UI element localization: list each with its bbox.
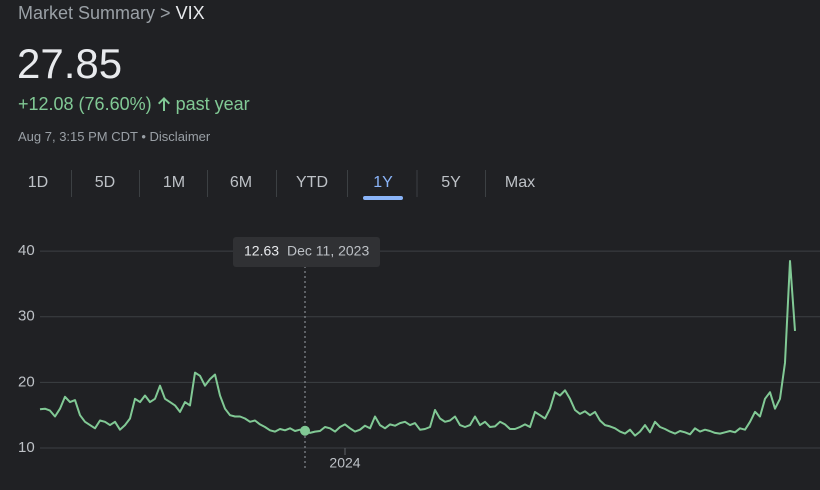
- y-tick-label: 40: [18, 242, 35, 259]
- change: +12.08 (76.60%): [18, 94, 152, 114]
- period: past year: [175, 94, 250, 114]
- y-tick-label: 30: [18, 308, 35, 325]
- tooltip-value: 12.63: [244, 243, 279, 259]
- y-tick-label: 10: [18, 439, 35, 456]
- timestamp: Aug 7, 3:15 PM CDT: [18, 129, 138, 144]
- up-arrow: [157, 97, 170, 111]
- disclaimer[interactable]: Disclaimer: [149, 129, 211, 144]
- change-row: +12.08 (76.60%) past year: [18, 94, 250, 115]
- tab[interactable]: YTD: [296, 174, 328, 191]
- x-tick-label: 2024: [329, 455, 360, 471]
- ticker: VIX: [175, 3, 205, 23]
- tab[interactable]: 5D: [95, 174, 115, 191]
- tab[interactable]: 6M: [230, 174, 252, 191]
- tooltip-box: [233, 237, 380, 267]
- tooltip-point: [300, 425, 310, 436]
- tab[interactable]: 5Y: [441, 174, 461, 191]
- tab-indicator: [363, 196, 403, 200]
- y-tick-label: 20: [18, 373, 35, 390]
- tab[interactable]: 1M: [163, 174, 185, 191]
- tab[interactable]: Max: [505, 174, 535, 191]
- tooltip-date: Dec 11, 2023: [287, 243, 369, 259]
- timestamp-row: Aug 7, 3:15 PM CDT • Disclaimer: [18, 129, 210, 144]
- price: 27.85: [17, 40, 123, 87]
- tab[interactable]: 1Y: [373, 174, 393, 191]
- price-line: [39, 260, 796, 437]
- separator: •: [141, 129, 146, 144]
- breadcrumb[interactable]: Market Summary >: [18, 3, 171, 23]
- breadcrumb-row: Market Summary > VIX: [18, 3, 205, 24]
- tab[interactable]: 1D: [28, 174, 48, 191]
